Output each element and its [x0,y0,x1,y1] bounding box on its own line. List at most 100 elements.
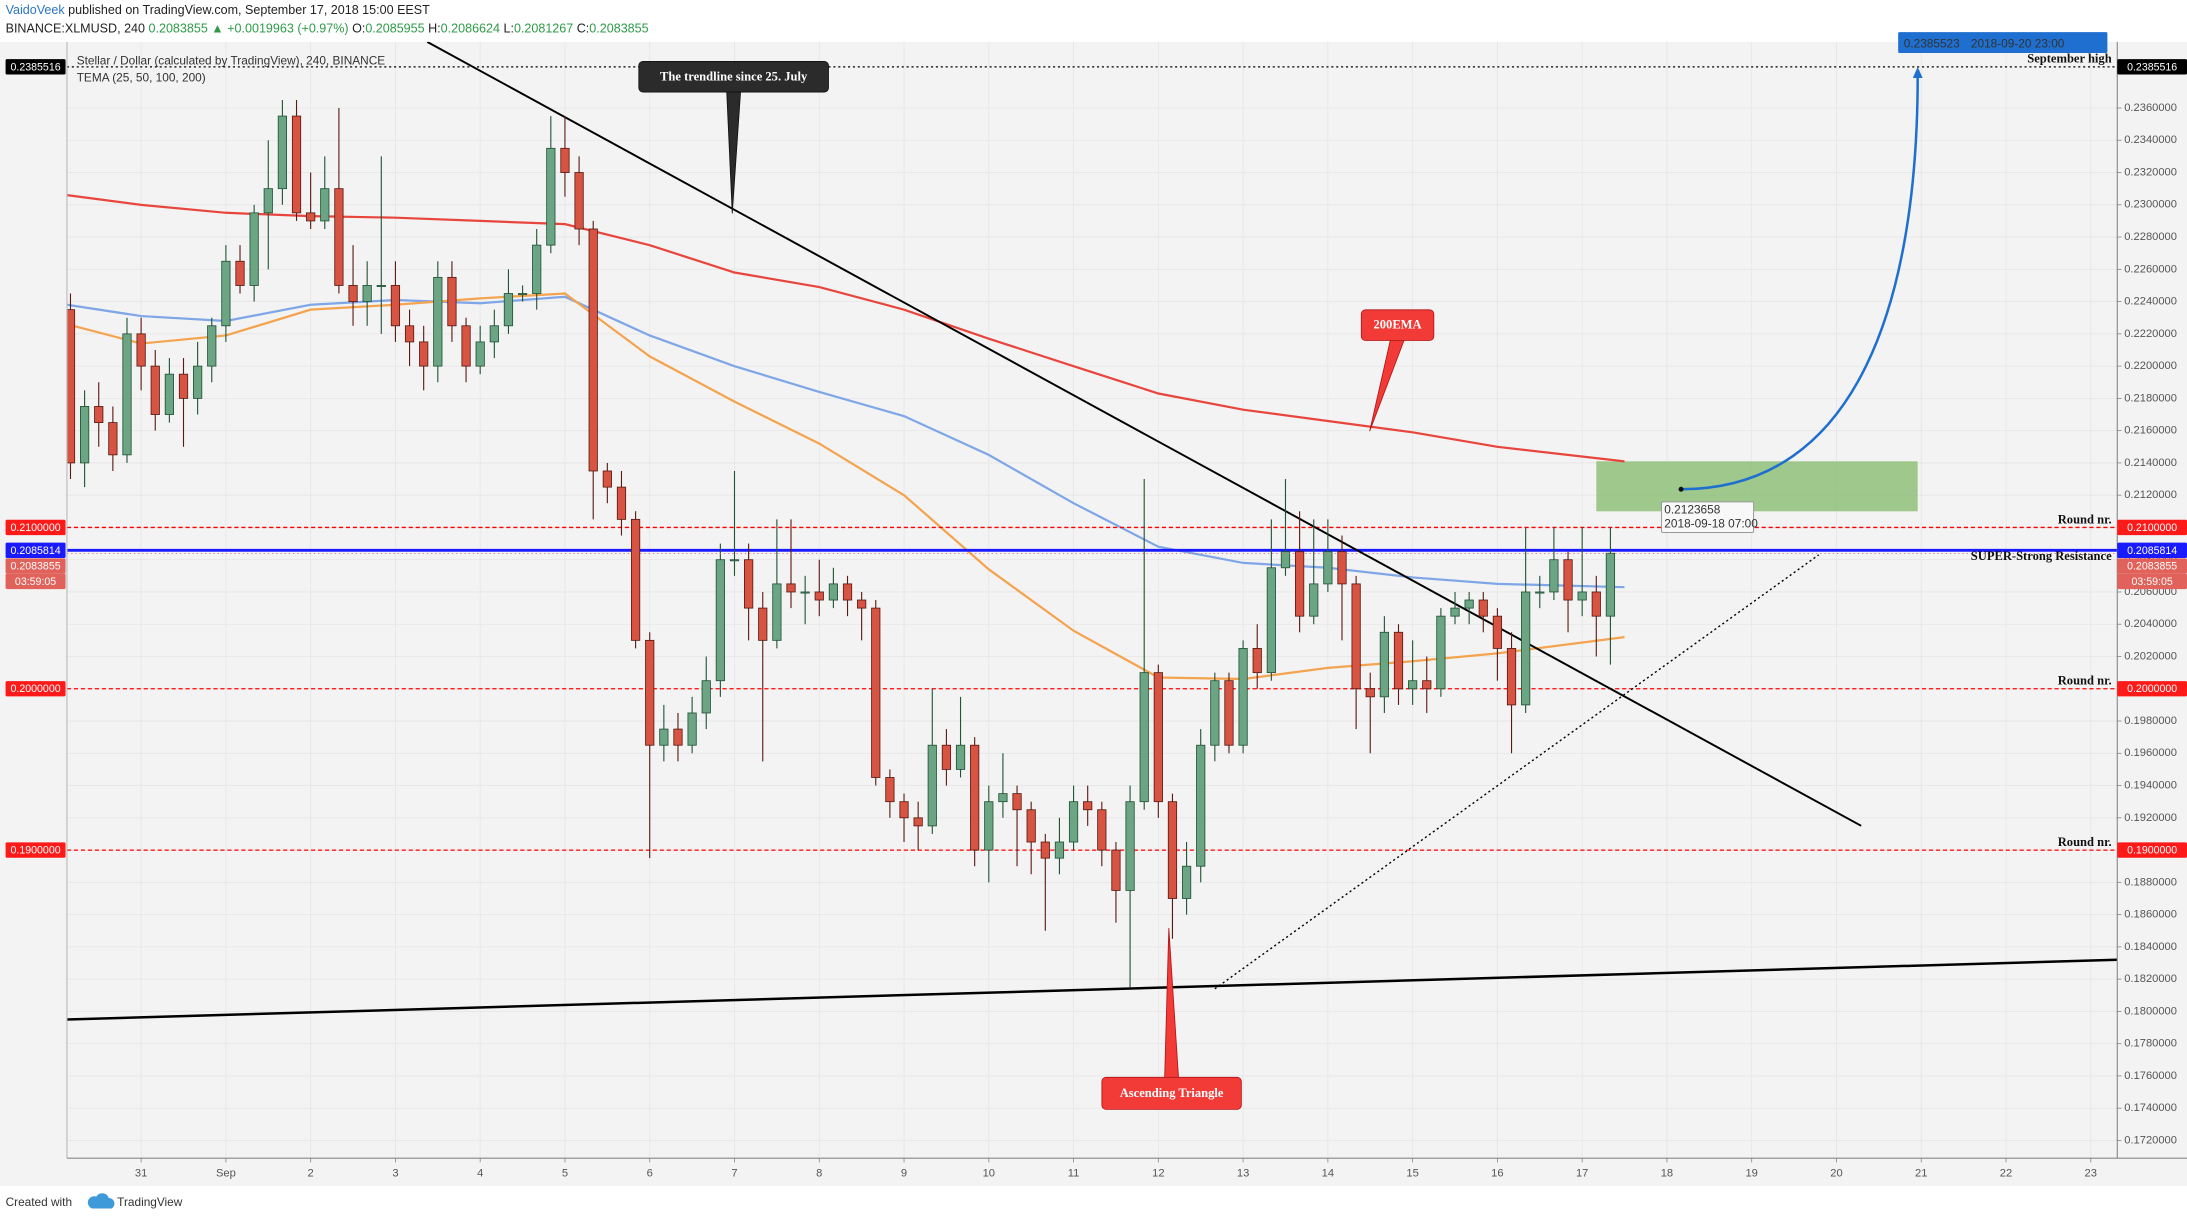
x-tick-label: 2 [308,1168,314,1180]
ohlc-value: 0.2081267 [514,22,573,36]
cursor-label-price: 0.2123658 [1664,502,1720,516]
callout-box [1360,309,1435,341]
candle-body [221,260,231,327]
candle-body [503,293,514,327]
candle-body [616,486,627,520]
candle-body [1577,591,1587,601]
author[interactable]: VaidoVeek [6,3,66,17]
x-tick-label: 9 [901,1168,907,1180]
candle-body [927,744,937,827]
target-label-price: 0.2385523 [1904,37,1960,51]
y-tick-label: 0.1740000 [2124,1102,2177,1114]
level-text: SUPER-Strong Resistance [1971,549,2112,563]
price-tag [2117,59,2187,75]
y-tick-label: 0.1980000 [2124,715,2177,727]
cursor-label-box [1661,501,1755,534]
callout-box [638,60,829,93]
y-tick-label: 0.2240000 [2124,296,2177,308]
price-tag-label: 0.2100000 [2127,522,2177,534]
overlay: 0.1720000 0.1740000 0.1760000 0.1780000 0.18… [5,32,2187,1180]
ohlc-key: C: [577,22,590,36]
price-tag [5,842,66,858]
ohlc-key: H: [428,22,441,36]
price-tag-label: 0.2083855 [2127,561,2177,573]
candle-body [1196,744,1206,867]
footer-brand[interactable]: TradingView [117,1195,183,1209]
candle-body [1252,648,1262,674]
candle-body [715,559,725,682]
candle-body [1605,552,1616,617]
candle-body [1097,809,1107,851]
y-tick-label: 0.2020000 [2124,650,2177,662]
last-price: 0.2083855 [149,22,208,36]
candle-body [602,470,612,488]
symbol: BINANCE:XLMUSD, 240 [6,22,145,36]
candle-body [348,285,358,303]
x-tick-label: 7 [731,1168,737,1180]
candle-body [362,285,372,303]
price-tag [5,558,66,574]
price-tag [5,681,66,697]
ohlc-key: L: [503,22,513,36]
x-tick-label: 31 [135,1168,147,1180]
candle-body [164,373,174,415]
candle-body [108,422,118,456]
candle-body [1280,551,1291,569]
candle-body [404,325,415,343]
tradingview-logo [87,1193,115,1209]
candle-body [1083,801,1093,811]
candle-body [758,607,768,641]
y-tick-label: 0.2120000 [2124,489,2177,501]
candle-body [461,325,471,367]
candle-body [80,406,90,464]
price-tag-label: 0.2100000 [11,522,61,534]
level-text: Round nr. [2058,674,2112,688]
candle-body [1478,599,1488,617]
candle-body [1210,680,1220,746]
y-tick-label: 0.1820000 [2124,973,2177,985]
candle-body [1026,809,1036,843]
candle-body [673,728,683,746]
candle-body [1351,583,1361,690]
callout-box [1101,1076,1242,1110]
candle-body [800,591,810,594]
x-tick-label: 17 [1576,1168,1588,1180]
price-tag [2117,842,2187,858]
candle-body [574,172,584,230]
candle-body [1068,801,1079,843]
candle-body [659,728,669,746]
trendline [426,41,1862,827]
x-tick-label: 22 [2000,1168,2012,1180]
countdown-tag [2117,573,2187,590]
candle-body [178,373,189,399]
countdown-tag [5,573,66,590]
candle-body [1040,841,1050,859]
level-text: Round nr. [2058,512,2112,526]
candle-body [94,406,104,423]
price-tag-label: 0.2000000 [2127,683,2177,695]
candle-body [1238,648,1248,746]
cursor-label-time: 2018-09-18 07:00 [1664,516,1758,530]
candle-body [475,341,485,367]
price-tag-label: 0.2385516 [11,61,61,73]
price-tag [5,59,66,75]
candle-body [729,559,740,562]
candle-body [1563,559,1573,601]
candle-body [885,777,895,803]
y-tick-label: 0.2040000 [2124,618,2177,630]
symbol-line: BINANCE:XLMUSD, 240 0.2083855 ▲ +0.00199… [6,22,649,36]
trendline [1214,554,1820,990]
plot-area [66,41,2118,1021]
y-tick-label: 0.2180000 [2124,392,2177,404]
price-tag [2117,681,2187,697]
candle-body [842,583,853,601]
candle-body [1521,591,1531,706]
legend-symbol: Stellar / Dollar (calculated by TradingV… [77,54,386,68]
candle-body [66,309,76,464]
candle-body [1139,672,1149,803]
candle-body [447,276,457,327]
y-tick-label: 0.1720000 [2124,1134,2177,1146]
candle-body [1167,801,1178,899]
target-label-box [1898,32,2108,54]
candle-body [1408,680,1418,690]
